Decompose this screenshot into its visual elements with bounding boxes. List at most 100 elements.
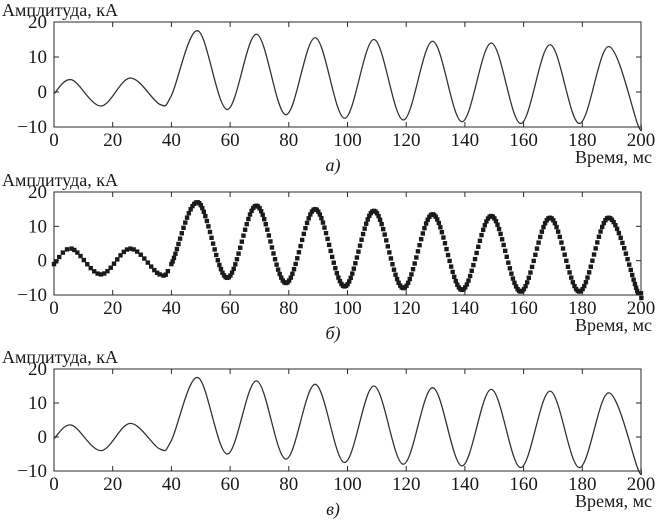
x-tick-label: 200	[627, 298, 656, 319]
data-point	[365, 217, 370, 222]
data-point	[220, 270, 225, 275]
x-tick-label: 180	[568, 130, 597, 151]
data-point	[533, 252, 538, 257]
data-point	[507, 266, 513, 271]
x-tick-label: 40	[162, 298, 181, 319]
data-point	[204, 218, 210, 224]
data-point	[472, 256, 478, 262]
data-point	[108, 265, 113, 270]
x-tick-label: 180	[568, 474, 597, 495]
data-point	[277, 271, 282, 277]
data-point	[609, 217, 615, 222]
data-point	[322, 225, 327, 230]
data-point	[595, 240, 600, 245]
data-point	[64, 247, 70, 252]
data-point	[626, 262, 632, 267]
data-point	[138, 252, 143, 257]
data-point	[422, 226, 427, 231]
data-point	[286, 278, 292, 283]
data-point	[467, 273, 473, 279]
data-point	[212, 247, 217, 252]
data-point	[420, 231, 426, 236]
data-point	[391, 267, 397, 272]
data-point	[363, 221, 369, 226]
data-point	[228, 273, 233, 278]
data-point	[54, 259, 59, 264]
x-tick-label: 0	[49, 130, 59, 151]
data-point	[480, 227, 486, 233]
x-tick-label: 140	[451, 130, 480, 151]
data-point	[379, 221, 384, 227]
data-point	[236, 251, 241, 256]
data-point	[275, 267, 281, 272]
y-tick-label: −10	[17, 461, 47, 482]
data-point	[85, 262, 90, 267]
data-point	[541, 224, 546, 230]
data-point	[274, 262, 279, 267]
data-point	[272, 257, 278, 262]
data-point	[448, 264, 454, 269]
data-point	[337, 278, 343, 284]
data-point	[407, 276, 412, 282]
data-point	[190, 203, 195, 209]
y-tick-label: −10	[17, 117, 47, 138]
data-point	[75, 250, 80, 255]
data-point	[239, 239, 245, 244]
data-point	[244, 221, 249, 227]
data-point	[377, 217, 383, 222]
data-point	[474, 250, 479, 256]
x-tick-label: 20	[103, 130, 122, 151]
x-axis-title: Время, мс	[575, 315, 652, 335]
data-point	[328, 248, 333, 254]
data-point	[188, 207, 193, 212]
data-point	[184, 215, 190, 220]
data-point	[102, 271, 107, 276]
data-point	[169, 261, 174, 267]
data-point	[198, 203, 203, 208]
data-point	[628, 267, 633, 273]
x-tick-label: 160	[509, 298, 538, 319]
data-point	[181, 225, 186, 231]
data-point	[174, 246, 180, 252]
data-point	[479, 232, 484, 238]
data-point	[512, 280, 517, 286]
data-point	[493, 218, 499, 224]
y-tick-label: 0	[38, 427, 48, 448]
data-point	[534, 246, 540, 251]
x-tick-label: 0	[49, 298, 59, 319]
data-point	[404, 283, 409, 288]
data-point	[630, 272, 635, 278]
data-point	[176, 241, 181, 247]
x-tick-label: 60	[221, 298, 240, 319]
data-point	[131, 247, 136, 252]
data-point	[157, 272, 162, 277]
data-point	[425, 217, 430, 222]
x-axis-title: Время, мс	[575, 147, 652, 167]
data-point	[560, 246, 566, 251]
x-tick-label: 100	[333, 130, 362, 151]
data-point	[599, 224, 605, 230]
data-point	[564, 258, 569, 263]
data-point	[410, 266, 416, 272]
x-axis-title: Время, мс	[575, 491, 652, 511]
data-point	[385, 244, 391, 249]
data-point	[345, 281, 350, 287]
data-point	[179, 231, 184, 236]
data-point	[471, 262, 476, 268]
x-tick-label: 40	[162, 130, 181, 151]
data-point	[570, 280, 576, 285]
data-point	[445, 252, 451, 258]
y-axis-title: Амплитуда, кА	[2, 347, 118, 367]
data-point	[209, 235, 214, 240]
data-point	[538, 234, 543, 240]
data-point	[611, 219, 616, 225]
y-tick-label: 10	[28, 216, 47, 237]
data-point	[441, 235, 446, 240]
y-axis-title: Амплитуда, кА	[2, 0, 118, 20]
data-point	[435, 217, 440, 222]
data-point	[217, 262, 222, 268]
data-point	[632, 281, 638, 287]
data-point	[331, 260, 336, 265]
data-point	[229, 270, 235, 275]
data-point	[591, 252, 597, 257]
